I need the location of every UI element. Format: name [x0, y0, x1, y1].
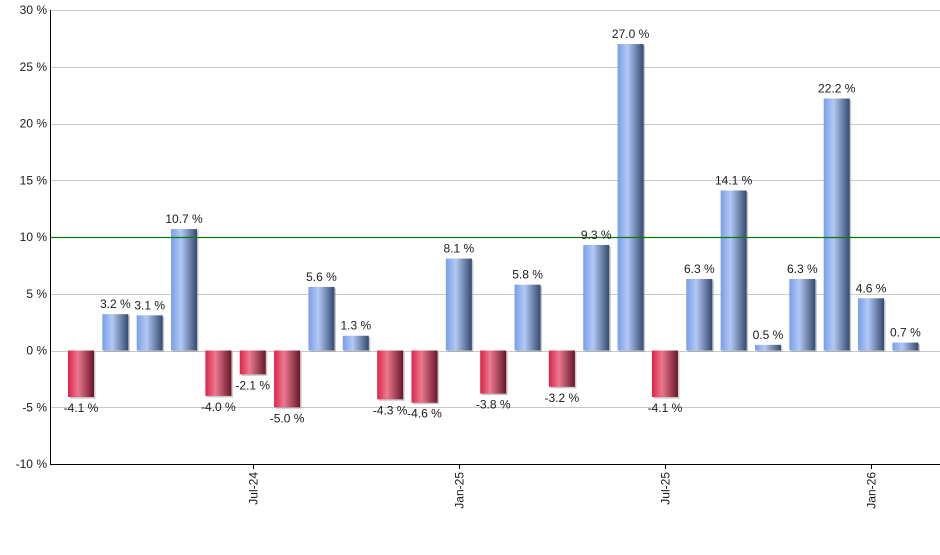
bar-value-label: 3.2 % — [100, 297, 131, 311]
bar-positive — [342, 335, 369, 351]
bar-negative — [377, 350, 404, 400]
y-tick-label: 0 % — [26, 344, 47, 358]
bar-negative — [68, 350, 94, 398]
bar-value-label: 14.1 % — [715, 173, 753, 187]
bar-value-label: -4.6 % — [407, 407, 442, 421]
bar-positive — [102, 314, 129, 351]
bar-negative — [548, 350, 575, 387]
bar-negative — [651, 350, 678, 398]
bar-value-label: 3.1 % — [134, 298, 165, 312]
bar-value-label: 4.6 % — [856, 281, 887, 295]
bar-value-label: -4.0 % — [201, 400, 236, 414]
bar-positive — [514, 284, 541, 351]
bar-positive — [755, 344, 781, 351]
bar-negative — [480, 350, 507, 394]
bar-value-label: -5.0 % — [270, 411, 305, 425]
x-tick-label: Jul-25 — [659, 472, 673, 505]
bar-negative — [239, 350, 266, 375]
bar-value-label: -2.1 % — [235, 378, 270, 392]
bar-value-label: 9.3 % — [581, 228, 612, 242]
bar-positive — [858, 298, 885, 351]
bar-value-label: 0.5 % — [753, 328, 784, 342]
bar-value-label: 22.2 % — [818, 82, 856, 96]
y-tick-label: 5 % — [26, 287, 47, 301]
bar-value-label: -4.1 % — [648, 401, 683, 415]
y-tick-label: -5 % — [22, 400, 47, 414]
bar-value-label: -3.8 % — [476, 398, 511, 412]
bar-positive — [617, 44, 644, 351]
bar-value-label: -3.2 % — [545, 391, 580, 405]
y-tick-label: 15 % — [20, 173, 48, 187]
bar-positive — [686, 278, 713, 351]
bar-value-label: 1.3 % — [340, 319, 371, 333]
y-tick-label: 25 % — [20, 60, 48, 74]
bar-value-label: 0.7 % — [890, 326, 921, 340]
bar-series — [68, 44, 920, 409]
bar-positive — [136, 315, 163, 351]
bar-negative — [274, 350, 301, 408]
bar-positive — [823, 98, 850, 351]
bar-value-label: -4.3 % — [373, 403, 408, 417]
bar-value-label: 5.6 % — [306, 270, 337, 284]
value-labels: -4.1 % 3.2 % 3.1 % 10.7 % -4.0 % -2.1 % -5.0 %… — [64, 27, 921, 425]
y-tick-label: 20 % — [20, 117, 48, 131]
bar-positive — [445, 258, 472, 351]
y-tick-label: 10 % — [20, 230, 48, 244]
bar-value-label: 6.3 % — [787, 262, 818, 276]
bar-negative — [411, 350, 438, 403]
bar-value-label: 6.3 % — [684, 262, 715, 276]
x-tick-label: Jul-24 — [247, 472, 261, 505]
bar-positive — [583, 244, 610, 351]
x-tick-label: Jan-25 — [453, 472, 467, 509]
axes: -10 % -5 % 0 % 5 % 10 % 15 % 20 % 25 % 30 % Jul-2… — [16, 3, 940, 509]
bar-positive — [720, 190, 747, 351]
bar-value-label: -4.1 % — [64, 401, 99, 415]
bar-positive — [171, 229, 198, 351]
bar-positive — [308, 286, 335, 351]
bar-value-label: 5.8 % — [512, 268, 543, 282]
bar-positive — [789, 278, 816, 351]
y-tick-label: 30 % — [20, 3, 48, 17]
bar-positive — [892, 342, 919, 351]
bar-value-label: 10.7 % — [165, 212, 203, 226]
x-tick-label: Jan-26 — [865, 472, 879, 509]
bar-value-label: 8.1 % — [444, 242, 475, 256]
bar-value-label: 27.0 % — [612, 27, 650, 41]
y-tick-label: -10 % — [16, 457, 48, 471]
bar-negative — [205, 350, 232, 396]
